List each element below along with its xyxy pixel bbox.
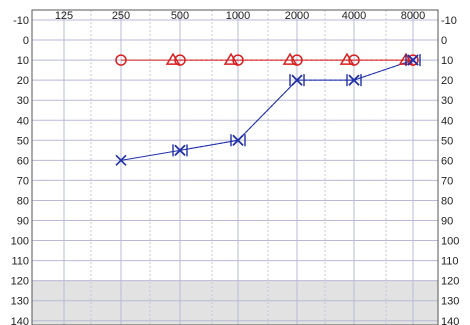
y-tick-label-left: 120	[11, 276, 29, 288]
x-tick-label: 8000	[401, 10, 425, 22]
y-tick-label-left: 20	[17, 75, 29, 87]
x-tick-label: 1000	[226, 10, 250, 22]
shaded-band	[32, 280, 438, 325]
x-tick-label: 250	[112, 10, 130, 22]
y-tick-label-right: 30	[441, 95, 453, 107]
y-tick-labels: -10 -10 0 0 10 10 20 20 30 30 40 40 50 50 60 60 70 70 80 80…	[11, 15, 460, 325]
marker-circle	[291, 54, 303, 66]
series-markers	[115, 52, 421, 166]
y-tick-label-left: 30	[17, 95, 29, 107]
x-tick-label: 2000	[285, 10, 309, 22]
y-tick-label-right: 140	[441, 316, 459, 325]
y-tick-label-right: 100	[441, 236, 459, 248]
marker-triangle	[165, 52, 181, 65]
y-tick-label-right: -10	[441, 15, 457, 27]
x-tick-label: 4000	[342, 10, 366, 22]
y-tick-label-left: 100	[11, 236, 29, 248]
y-tick-label-right: 10	[441, 55, 453, 67]
y-tick-label-right: 40	[441, 115, 453, 127]
y-tick-label-left: 80	[17, 195, 29, 207]
marker-triangle	[223, 52, 239, 65]
y-tick-label-right: 50	[441, 135, 453, 147]
y-tick-label-left: 130	[11, 296, 29, 308]
y-tick-label-right: 0	[441, 35, 447, 47]
y-tick-label-left: 0	[23, 35, 29, 47]
y-tick-label-left: 40	[17, 115, 29, 127]
y-tick-label-right: 130	[441, 296, 459, 308]
marker-triangle	[282, 52, 298, 65]
y-tick-label-right: 20	[441, 75, 453, 87]
y-tick-label-right: 120	[441, 276, 459, 288]
marker-circle	[174, 54, 186, 66]
marker-cross	[115, 154, 127, 166]
marker-bracket-cross	[230, 134, 246, 147]
y-tick-label-right: 110	[441, 256, 459, 268]
y-tick-label-left: 140	[11, 316, 29, 325]
y-tick-label-right: 70	[441, 175, 453, 187]
shaded-region	[32, 280, 438, 325]
grid	[32, 10, 438, 325]
marker-circle	[232, 54, 244, 66]
y-tick-label-left: 110	[11, 256, 29, 268]
marker-bracket-cross	[172, 144, 188, 157]
x-tick-labels: 125 250 500 1000 2000 4000 8000	[55, 10, 425, 22]
plot-background	[32, 10, 438, 325]
marker-bracket-cross	[405, 54, 421, 67]
marker-bracket-cross	[289, 74, 305, 87]
series-line-bracket-cross	[179, 59, 414, 151]
y-tick-label-left: -10	[13, 15, 29, 27]
y-tick-label-right: 90	[441, 216, 453, 228]
marker-circle	[348, 54, 360, 66]
y-tick-label-left: 70	[17, 175, 29, 187]
y-tick-label-left: 10	[17, 55, 29, 67]
marker-circle	[407, 54, 419, 66]
y-tick-label-right: 60	[441, 155, 453, 167]
y-tick-label-left: 50	[17, 135, 29, 147]
marker-triangle	[339, 52, 355, 65]
plot-frame	[31, 9, 439, 325]
y-tick-label-left: 60	[17, 155, 29, 167]
y-tick-label-right: 80	[441, 195, 453, 207]
marker-bracket-cross	[346, 74, 362, 87]
x-tick-label: 125	[55, 10, 73, 22]
y-tick-label-left: 90	[17, 216, 29, 228]
marker-circle	[115, 54, 127, 66]
x-tick-label: 500	[171, 10, 189, 22]
